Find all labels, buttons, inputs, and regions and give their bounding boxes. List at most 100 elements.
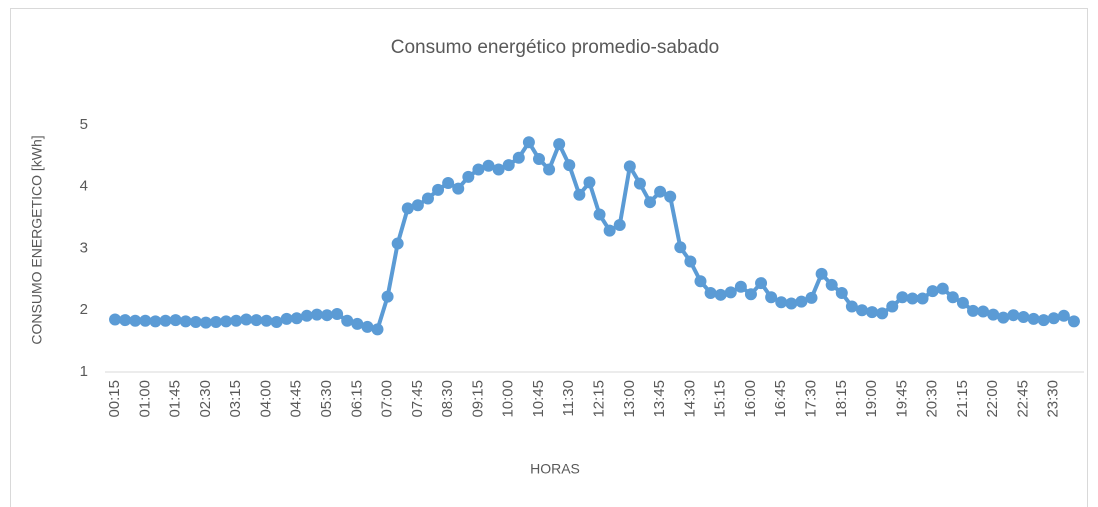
- point: [442, 177, 455, 190]
- x-tick-label: 04:00: [257, 380, 274, 418]
- point: [381, 290, 394, 303]
- point: [401, 202, 414, 215]
- point: [159, 314, 172, 327]
- y-tick-label: 4: [80, 178, 88, 195]
- point: [987, 308, 1000, 321]
- x-tick-label: 01:45: [167, 380, 184, 418]
- point: [553, 138, 566, 151]
- point: [391, 237, 404, 250]
- x-tick-label: 13:45: [651, 380, 668, 418]
- point: [644, 196, 657, 209]
- x-tick-label: 01:00: [136, 380, 153, 418]
- point: [260, 314, 273, 327]
- point: [926, 285, 939, 298]
- point: [815, 267, 828, 280]
- point: [452, 182, 465, 195]
- x-tick-label: 00:15: [106, 380, 123, 418]
- point: [1047, 312, 1060, 325]
- point: [664, 190, 677, 203]
- point: [674, 241, 687, 254]
- point: [522, 136, 535, 149]
- point: [744, 288, 757, 301]
- point: [1057, 309, 1070, 322]
- point: [220, 315, 233, 328]
- point: [179, 315, 192, 328]
- y-tick-label: 2: [80, 301, 88, 318]
- x-tick-label: 19:00: [863, 380, 880, 418]
- x-tick-label: 22:45: [1014, 380, 1031, 418]
- chart-border: [10, 8, 1088, 507]
- point: [936, 282, 949, 295]
- point: [916, 292, 929, 305]
- point: [462, 170, 475, 183]
- x-tick-label: 11:30: [560, 380, 577, 416]
- point: [775, 296, 788, 309]
- point: [1007, 309, 1020, 322]
- point: [351, 317, 364, 330]
- point: [684, 255, 697, 268]
- point: [492, 163, 505, 176]
- x-tick-label: 07:45: [409, 380, 426, 418]
- x-tick-label: 16:45: [772, 380, 789, 418]
- x-tick-label: 17:30: [802, 380, 819, 418]
- point: [341, 314, 354, 327]
- point: [290, 312, 303, 325]
- y-axis-label: CONSUMO ENERGETICO [kWh]: [29, 135, 45, 344]
- x-tick-label: 09:15: [469, 380, 486, 418]
- x-axis-label: HORAS: [530, 461, 580, 477]
- x-tick-label: 15:15: [712, 380, 729, 418]
- x-tick-label: 14:30: [681, 380, 698, 418]
- y-tick-label: 1: [80, 363, 88, 380]
- point: [805, 291, 818, 304]
- point: [482, 159, 495, 172]
- point: [240, 313, 253, 326]
- point: [512, 151, 525, 164]
- point: [230, 314, 243, 327]
- point: [280, 312, 293, 325]
- point: [573, 188, 586, 201]
- x-tick-label: 18:15: [833, 380, 850, 418]
- x-tick-label: 16:00: [742, 380, 759, 418]
- x-tick-label: 20:30: [924, 380, 941, 418]
- x-tick-label: 06:15: [348, 380, 365, 418]
- point: [199, 316, 212, 329]
- chart-title: Consumo energético promedio-sabado: [391, 37, 719, 58]
- point: [603, 224, 616, 237]
- point: [583, 176, 596, 189]
- point: [189, 315, 202, 328]
- point: [785, 297, 798, 310]
- x-tick-label: 03:15: [227, 380, 244, 418]
- point: [300, 309, 313, 322]
- x-tick-label: 05:30: [318, 380, 335, 418]
- point: [593, 208, 606, 221]
- point: [250, 314, 263, 327]
- point: [956, 296, 969, 309]
- y-tick-label: 5: [80, 116, 88, 133]
- point: [502, 159, 515, 172]
- point: [613, 219, 626, 232]
- x-tick-label: 10:45: [530, 380, 547, 418]
- point: [543, 163, 556, 176]
- point: [1027, 312, 1040, 325]
- point: [633, 177, 646, 190]
- x-tick-label: 21:15: [954, 380, 971, 418]
- x-tick-label: 23:30: [1045, 380, 1062, 418]
- point: [169, 314, 182, 327]
- point: [209, 315, 222, 328]
- point: [734, 280, 747, 293]
- point: [825, 278, 838, 291]
- point: [654, 185, 667, 198]
- point: [1017, 311, 1030, 324]
- point: [109, 313, 122, 326]
- x-tick-label: 12:15: [591, 380, 608, 418]
- point: [795, 295, 808, 308]
- point: [321, 309, 334, 322]
- point: [997, 311, 1010, 324]
- x-tick-label: 13:00: [621, 380, 638, 418]
- point: [361, 320, 374, 333]
- point: [623, 160, 636, 173]
- x-tick-label: 02:30: [197, 380, 214, 418]
- point: [694, 275, 707, 288]
- point: [876, 307, 889, 320]
